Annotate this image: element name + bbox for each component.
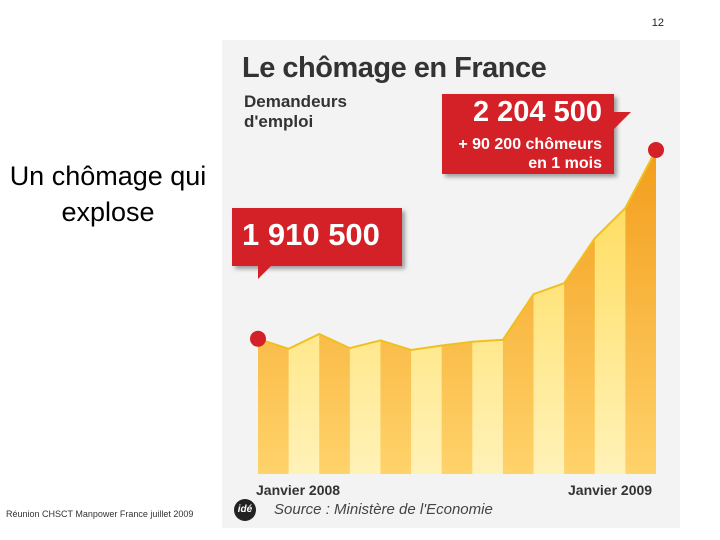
- area-band-Jan 2009: [625, 150, 656, 474]
- area-band-Aug 2008: [472, 150, 504, 474]
- area-band-Mar 2008: [319, 150, 351, 474]
- area-band-Jul 2008: [441, 150, 473, 474]
- area-band-Oct 2008: [533, 150, 565, 474]
- area-fill: [258, 150, 656, 474]
- series-line: [257, 149, 657, 352]
- area-band-Apr 2008: [349, 150, 381, 474]
- area-band-Nov 2008: [564, 150, 596, 474]
- chart-subtitle: Demandeurs d'emploi: [244, 92, 347, 131]
- highlight-point-Feb 2009: [648, 141, 664, 158]
- area-band-Feb 2008: [288, 150, 320, 474]
- source-note: Source : Ministère de l'Economie: [274, 501, 493, 518]
- page-number: 12: [651, 17, 664, 29]
- end-value-callout: 2 204 500 + 90 200 chômeurs en 1 mois: [442, 94, 614, 174]
- start-callout-pointer: [258, 265, 272, 279]
- end-value-label: 2 204 500: [472, 96, 602, 128]
- area-band-Jun 2008: [411, 150, 443, 474]
- unemployment-infographic: Le chômage en France Demandeurs d'emploi…: [222, 40, 680, 528]
- area-band-Jan 2008: [258, 150, 290, 474]
- area-band-Dec 2008: [594, 150, 626, 474]
- slide-title: Un chômage qui explose: [9, 161, 207, 227]
- x-tick-label-start: Janvier 2008: [256, 482, 341, 498]
- x-tick-label-end: Janvier 2009: [568, 482, 653, 498]
- area-band-May 2008: [380, 150, 412, 474]
- start-value-callout: 1 910 500: [232, 208, 402, 266]
- footer-note: Réunion CHSCT Manpower France juillet 20…: [6, 509, 194, 519]
- end-callout-pointer: [613, 112, 631, 130]
- start-value-label: 1 910 500: [242, 217, 380, 252]
- end-value-detail: + 90 200 chômeurs en 1 mois: [458, 136, 602, 172]
- highlight-point-Jan 2008: [250, 330, 266, 347]
- publisher-logo: idé: [234, 499, 256, 521]
- unemployment-chart: [250, 141, 664, 474]
- chart-title: Le chômage en France: [242, 52, 547, 84]
